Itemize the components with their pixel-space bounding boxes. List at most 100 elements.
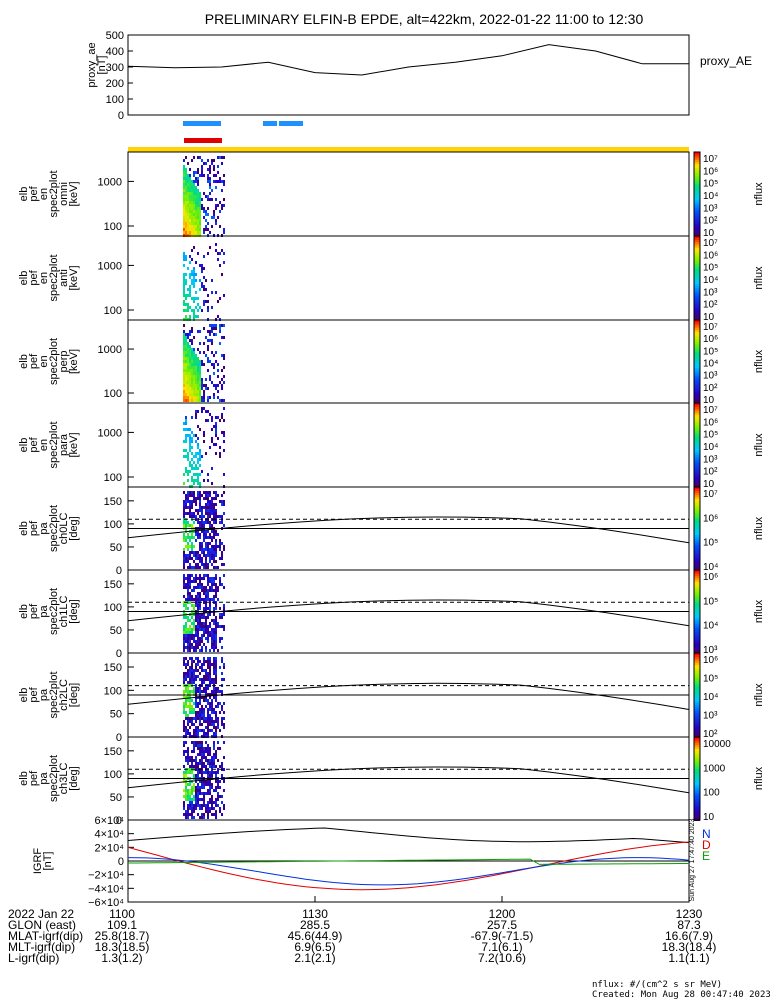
spectrogram-pixel xyxy=(213,363,215,366)
spectrogram-pixel xyxy=(207,222,209,225)
spectrogram-pixel xyxy=(191,566,193,569)
spectrogram-pixel xyxy=(205,530,207,533)
spectrogram-pixel xyxy=(195,554,197,557)
spectrogram-pixel xyxy=(189,678,191,681)
spectrogram-pixel xyxy=(187,225,189,228)
spectrogram-pixel xyxy=(183,393,185,396)
spectrogram-pixel xyxy=(207,813,209,816)
spectrogram-pixel xyxy=(209,807,211,810)
spectrogram-pixel xyxy=(193,804,195,807)
colorbar-tick-label: 10⁷ xyxy=(703,154,718,165)
spectrogram-pixel xyxy=(197,690,199,693)
orbit-bar xyxy=(128,147,689,152)
spec-ylabel-2-2: en xyxy=(38,355,50,367)
spectrogram-pixel xyxy=(199,741,201,744)
spectrogram-pixel xyxy=(201,363,203,366)
spectrogram-pixel xyxy=(189,494,191,497)
spectrogram-pixel xyxy=(205,336,207,339)
spectrogram-pixel xyxy=(209,702,211,705)
spectrogram-pixel xyxy=(197,702,199,705)
spectrogram-pixel xyxy=(199,330,201,333)
spectrogram-pixel xyxy=(189,551,191,554)
spectrogram-pixel xyxy=(207,330,209,333)
spectrogram-pixel xyxy=(197,592,199,595)
spec-ylabel-1-3: spec2plot xyxy=(48,254,60,301)
spectrogram-pixel xyxy=(193,613,195,616)
spectrogram-pixel xyxy=(197,583,199,586)
spectrogram-pixel xyxy=(189,357,191,360)
spectrogram-pixel xyxy=(209,330,211,333)
spectrogram-pixel xyxy=(185,378,187,381)
spectrogram-pixel xyxy=(193,640,195,643)
spectrogram-pixel xyxy=(197,216,199,219)
spectrogram-pixel xyxy=(211,771,213,774)
spectrogram-pixel xyxy=(191,548,193,551)
spectrogram-pixel xyxy=(193,228,195,231)
spectrogram-pixel xyxy=(185,503,187,506)
spectrogram-pixel xyxy=(197,482,199,485)
colorbar-segment xyxy=(694,695,700,697)
spectrogram-pixel xyxy=(215,416,217,419)
spectrogram-pixel xyxy=(199,798,201,801)
spectrogram-pixel xyxy=(191,369,193,372)
spectrogram-pixel xyxy=(197,375,199,378)
spectrogram-pixel xyxy=(185,539,187,542)
spec-ytick-label: 150 xyxy=(104,746,122,758)
colorbar-segment xyxy=(694,588,700,590)
spectrogram-pixel xyxy=(213,554,215,557)
colorbar-segment xyxy=(694,360,700,362)
spectrogram-pixel xyxy=(189,354,191,357)
spectrogram-pixel xyxy=(189,330,191,333)
spectrogram-pixel xyxy=(205,574,207,577)
spectrogram-pixel xyxy=(187,360,189,363)
spectrogram-pixel xyxy=(203,162,205,165)
colorbar-segment xyxy=(694,669,700,671)
spectrogram-pixel xyxy=(185,351,187,354)
spectrogram-pixel xyxy=(191,416,193,419)
colorbar-segment xyxy=(694,584,700,586)
spectrogram-pixel xyxy=(223,324,225,327)
spectrogram-pixel xyxy=(187,681,189,684)
spectrogram-pixel xyxy=(191,708,193,711)
spec-ylabel-0-3: spec2plot xyxy=(48,170,60,217)
spectrogram-pixel xyxy=(215,180,217,183)
spectrogram-pixel xyxy=(201,744,203,747)
spectrogram-pixel xyxy=(185,375,187,378)
spectrogram-pixel xyxy=(207,500,209,503)
spectrogram-pixel xyxy=(189,625,191,628)
spectrogram-pixel xyxy=(215,687,217,690)
spectrogram-pixel xyxy=(213,646,215,649)
spectrogram-pixel xyxy=(199,231,201,234)
spectrogram-pixel xyxy=(191,180,193,183)
spectrogram-pixel xyxy=(209,622,211,625)
colorbar-segment xyxy=(694,683,700,685)
spectrogram-pixel xyxy=(211,330,213,333)
spectrogram-pixel xyxy=(191,372,193,375)
science-zone-bar-2 xyxy=(263,121,277,126)
spectrogram-pixel xyxy=(193,816,195,819)
spectrogram-pixel xyxy=(221,762,223,765)
spectrogram-pixel xyxy=(183,210,185,213)
spectrogram-pixel xyxy=(221,678,223,681)
spectrogram-pixel xyxy=(221,551,223,554)
spectrogram-pixel xyxy=(203,327,205,330)
spectrogram-pixel xyxy=(199,542,201,545)
spectrogram-pixel xyxy=(223,663,225,666)
colorbar-segment xyxy=(694,803,700,805)
spectrogram-pixel xyxy=(193,512,195,515)
spectrogram-pixel xyxy=(195,192,197,195)
colorbar-segment xyxy=(694,453,700,455)
colorbar-tick-label: 10³ xyxy=(703,454,718,465)
spectrogram-pixel xyxy=(199,449,201,452)
spectrogram-pixel xyxy=(193,577,195,580)
spectrogram-pixel xyxy=(187,306,189,309)
spectrogram-pixel xyxy=(199,360,201,363)
colorbar-segment xyxy=(694,650,700,652)
colorbar-segment xyxy=(694,214,700,216)
spectrogram-pixel xyxy=(195,273,197,276)
colorbar-segment xyxy=(694,390,700,392)
spectrogram-pixel xyxy=(199,381,201,384)
spectrogram-pixel xyxy=(185,732,187,735)
spectrogram-pixel xyxy=(213,744,215,747)
spectrogram-pixel xyxy=(213,497,215,500)
